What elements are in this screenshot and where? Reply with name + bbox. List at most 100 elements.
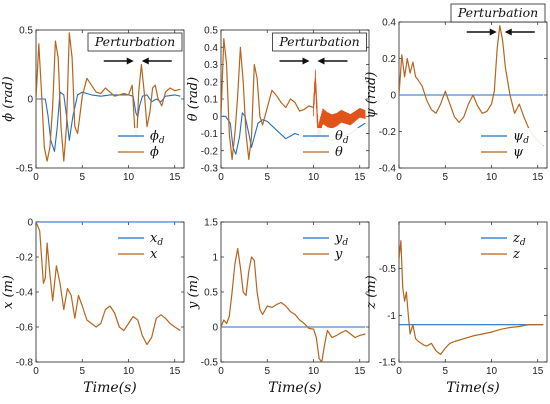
arrow-head-icon (302, 57, 310, 65)
y-tick-label: 1.5 (204, 218, 218, 229)
y-tick-label: -1.5 (379, 358, 397, 369)
legend: xdx (114, 230, 180, 266)
annotation-label: Perturbation (457, 5, 538, 20)
legend-entry: y (334, 247, 343, 262)
y-tick-label: 0.4 (382, 18, 396, 29)
x-tick-label: 15 (354, 366, 366, 377)
y-tick-label: 0 (390, 91, 396, 102)
y-tick-label: -0.5 (16, 164, 34, 175)
arrow-head-icon (126, 57, 134, 65)
y-tick-label: -0.3 (201, 164, 219, 175)
chart-psi: 0 5 10 15 -0.4 -0.2 0 0.2 0.4 ψ (rad) Perturbation… (364, 3, 548, 183)
series-line-actual (36, 32, 181, 162)
y-tick-label: 1 (212, 253, 218, 264)
x-tick-label: 10 (308, 366, 320, 377)
y-tick-label: -0.5 (379, 264, 397, 275)
x-tick-label: 0 (396, 366, 402, 377)
y-tick-label: -1 (387, 311, 396, 322)
legend-entry: xd (150, 231, 163, 248)
legend: θdθ (299, 128, 365, 164)
chart-y: 0 5 10 15-0.500.511.5y (m)Time(s)ydy (186, 218, 370, 396)
y-tick-label: 0 (27, 218, 33, 229)
x-tick-label: 10 (486, 366, 498, 377)
x-tick-label: 15 (532, 366, 544, 377)
y-tick-label: 0.5 (19, 26, 33, 37)
annotation-label: Perturbation (278, 34, 359, 49)
legend-entry: zd (512, 231, 526, 248)
y-axis-label: ϕ (rad) (1, 76, 16, 121)
x-tick-label: 5 (442, 172, 448, 183)
y-tick-label: 0.1 (204, 95, 218, 106)
y-tick-label: 0.5 (204, 288, 218, 299)
y-axis-label: z (m) (364, 275, 379, 309)
x-tick-label: 0 (218, 366, 224, 377)
y-tick-label: -0.6 (16, 323, 34, 334)
y-tick-label: -0.8 (16, 358, 34, 369)
legend: ϕdϕ (114, 128, 180, 164)
y-tick-label: -0.4 (16, 288, 34, 299)
x-tick-label: 0 (33, 366, 39, 377)
x-tick-label: 15 (532, 172, 544, 183)
annotation-box (272, 32, 367, 52)
y-tick-label: 0.2 (204, 77, 218, 88)
legend-box (114, 230, 180, 266)
x-tick-label: 0 (33, 172, 39, 183)
legend-entry: z (512, 247, 520, 262)
x-axis-label: Time(s) (268, 380, 321, 396)
y-axis-label: ψ (rad) (364, 72, 379, 119)
series-line-actual (399, 25, 544, 147)
series-line-actual (221, 248, 366, 362)
y-tick-label: 0.4 (204, 43, 218, 54)
x-axis-label: Time(s) (83, 380, 136, 396)
legend-box (477, 230, 543, 266)
x-tick-label: 10 (123, 366, 135, 377)
legend: ψdψ (477, 128, 543, 164)
x-tick-label: 0 (218, 172, 224, 183)
annotation-label: Perturbation (94, 34, 175, 49)
legend: zdz (477, 230, 543, 266)
legend-entry: ϕd (150, 129, 165, 146)
x-tick-label: 5 (442, 366, 448, 377)
legend-entry: ψd (513, 129, 529, 146)
x-tick-label: 5 (264, 366, 270, 377)
y-axis-label: θ (rad) (186, 77, 201, 121)
oscillation-band (313, 69, 366, 140)
y-tick-label: 0 (212, 112, 218, 123)
arrow-head-icon (504, 28, 512, 36)
y-tick-label: 0.5 (204, 26, 218, 37)
legend-entry: ϕ (150, 145, 159, 160)
x-tick-label: 10 (123, 172, 135, 183)
chart-z: 0 5 10 15 -1.5 -1 -0.5z (m) Time(s) zdz (364, 221, 548, 396)
x-tick-label: 10 (308, 172, 320, 183)
legend-box (477, 128, 543, 164)
y-tick-label: 0.2 (382, 54, 396, 65)
legend-entry: x (150, 247, 158, 262)
x-tick-label: 15 (354, 172, 366, 183)
legend-entry: yd (334, 231, 348, 248)
y-tick-label: -0.4 (379, 164, 397, 175)
x-axis-label: Time(s) (446, 380, 499, 396)
arrow-head-icon (317, 57, 325, 65)
x-tick-label: 5 (79, 172, 85, 183)
y-tick-label: -0.2 (379, 127, 397, 138)
legend-box (299, 230, 365, 266)
chart-theta: 0 5 10 15 -0.3 -0.2 -0.1 0 0.1 0.2 0.3 0.4 0.5 θ (rad… (186, 26, 370, 183)
y-tick-label: 0 (212, 323, 218, 334)
series-line-actual (399, 240, 544, 356)
annotation-box (450, 3, 546, 23)
plot-frame (398, 221, 548, 363)
legend-entry: θ (335, 145, 343, 160)
y-tick-label: -0.2 (16, 253, 34, 264)
x-tick-label: 0 (396, 172, 402, 183)
x-tick-label: 15 (169, 172, 181, 183)
legend: ydy (299, 230, 365, 266)
y-tick-label: 0 (27, 95, 33, 106)
x-tick-label: 5 (79, 366, 85, 377)
y-tick-label: -0.1 (201, 129, 219, 140)
legend-entry: ψ (513, 145, 524, 160)
x-tick-label: 5 (264, 172, 270, 183)
chart-x: 0 5 10 15 -0.8 -0.6 -0.4 -0.2 0 x (m) Time(s) xdx (1, 218, 185, 396)
legend-box (114, 128, 180, 164)
